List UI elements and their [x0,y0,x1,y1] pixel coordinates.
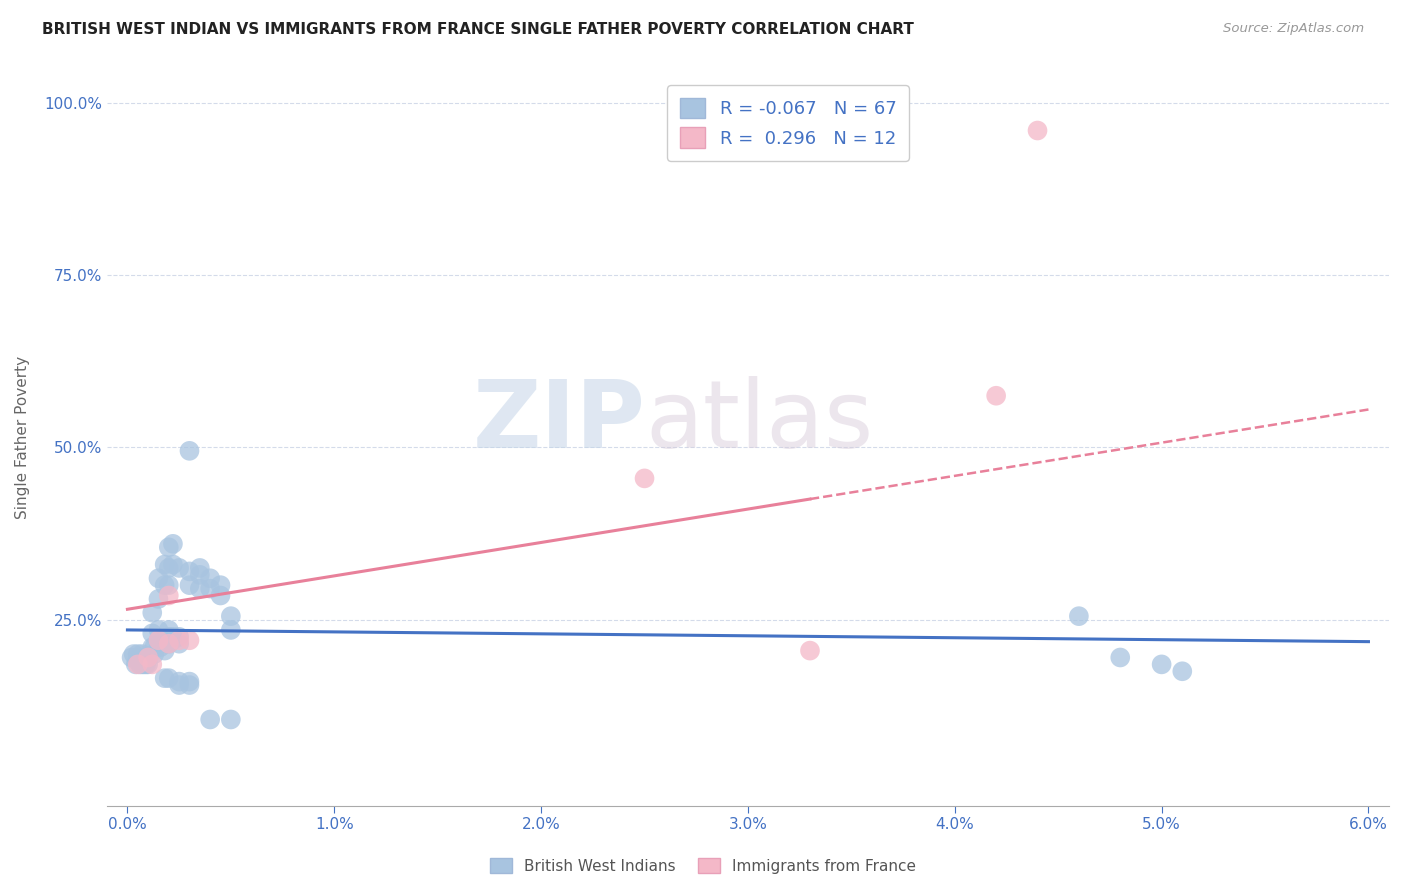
Point [1171,665,1194,679]
Point [179,678,201,692]
Point [153,643,176,657]
Point [136,650,159,665]
Point [167,561,190,575]
Point [157,671,180,685]
Point [148,633,170,648]
Point [209,589,232,603]
Point [167,633,190,648]
Point [157,623,180,637]
Point [179,443,201,458]
Point [167,678,190,692]
Point [153,633,176,648]
Point [157,589,180,603]
Text: atlas: atlas [645,376,873,468]
Legend: R = -0.067   N = 67, R =  0.296   N = 12: R = -0.067 N = 67, R = 0.296 N = 12 [668,85,908,161]
Point [127,647,149,661]
Point [148,633,170,648]
Point [136,657,159,672]
Point [1026,123,1049,137]
Point [198,571,221,585]
Point [167,637,190,651]
Text: Source: ZipAtlas.com: Source: ZipAtlas.com [1223,22,1364,36]
Point [209,578,232,592]
Point [188,567,211,582]
Point [219,609,242,624]
Point [167,630,190,644]
Point [984,389,1007,403]
Point [1150,657,1173,672]
Point [141,606,163,620]
Point [128,657,150,672]
Point [179,633,201,648]
Point [188,561,211,575]
Point [157,637,180,651]
Point [188,582,211,596]
Point [127,657,149,672]
Point [219,623,242,637]
Point [149,637,172,651]
Point [131,654,153,668]
Point [131,647,153,661]
Point [143,647,166,661]
Point [157,637,180,651]
Point [141,640,163,655]
Point [135,657,157,672]
Point [143,640,166,655]
Point [198,713,221,727]
Point [179,565,201,579]
Point [122,647,145,661]
Legend: British West Indians, Immigrants from France: British West Indians, Immigrants from Fr… [484,852,922,880]
Point [1067,609,1090,624]
Point [128,650,150,665]
Point [141,626,163,640]
Point [179,674,201,689]
Point [162,630,184,644]
Point [132,657,155,672]
Point [162,633,184,648]
Point [162,558,184,572]
Point [153,671,176,685]
Point [136,650,159,665]
Point [157,630,180,644]
Text: BRITISH WEST INDIAN VS IMMIGRANTS FROM FRANCE SINGLE FATHER POVERTY CORRELATION : BRITISH WEST INDIAN VS IMMIGRANTS FROM F… [42,22,914,37]
Point [198,582,221,596]
Point [132,654,155,668]
Point [1109,650,1132,665]
Point [121,650,143,665]
Point [125,657,148,672]
Point [131,657,153,672]
Point [157,541,180,555]
Point [219,713,242,727]
Point [149,640,172,655]
Point [799,643,821,657]
Point [141,657,163,672]
Point [148,571,170,585]
Point [162,537,184,551]
Point [167,674,190,689]
Point [179,578,201,592]
Point [148,591,170,606]
Point [148,623,170,637]
Point [633,471,655,485]
Point [157,578,180,592]
Point [127,654,149,668]
Y-axis label: Single Father Poverty: Single Father Poverty [15,356,30,518]
Point [153,578,176,592]
Point [157,561,180,575]
Text: ZIP: ZIP [472,376,645,468]
Point [153,558,176,572]
